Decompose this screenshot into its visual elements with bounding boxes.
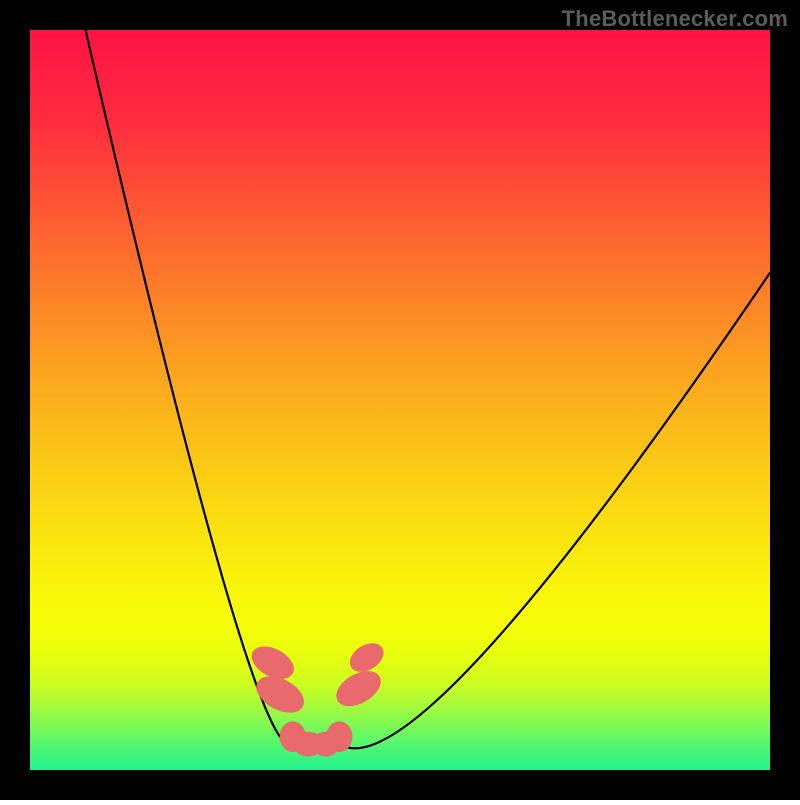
gradient-background — [30, 30, 770, 770]
frame-left — [0, 0, 30, 800]
chart-svg — [0, 0, 800, 800]
chart-container: TheBottlenecker.com — [0, 0, 800, 800]
attribution-text: TheBottlenecker.com — [562, 6, 788, 32]
valley-marker — [327, 722, 352, 752]
frame-right — [770, 0, 800, 800]
frame-bottom — [0, 770, 800, 800]
